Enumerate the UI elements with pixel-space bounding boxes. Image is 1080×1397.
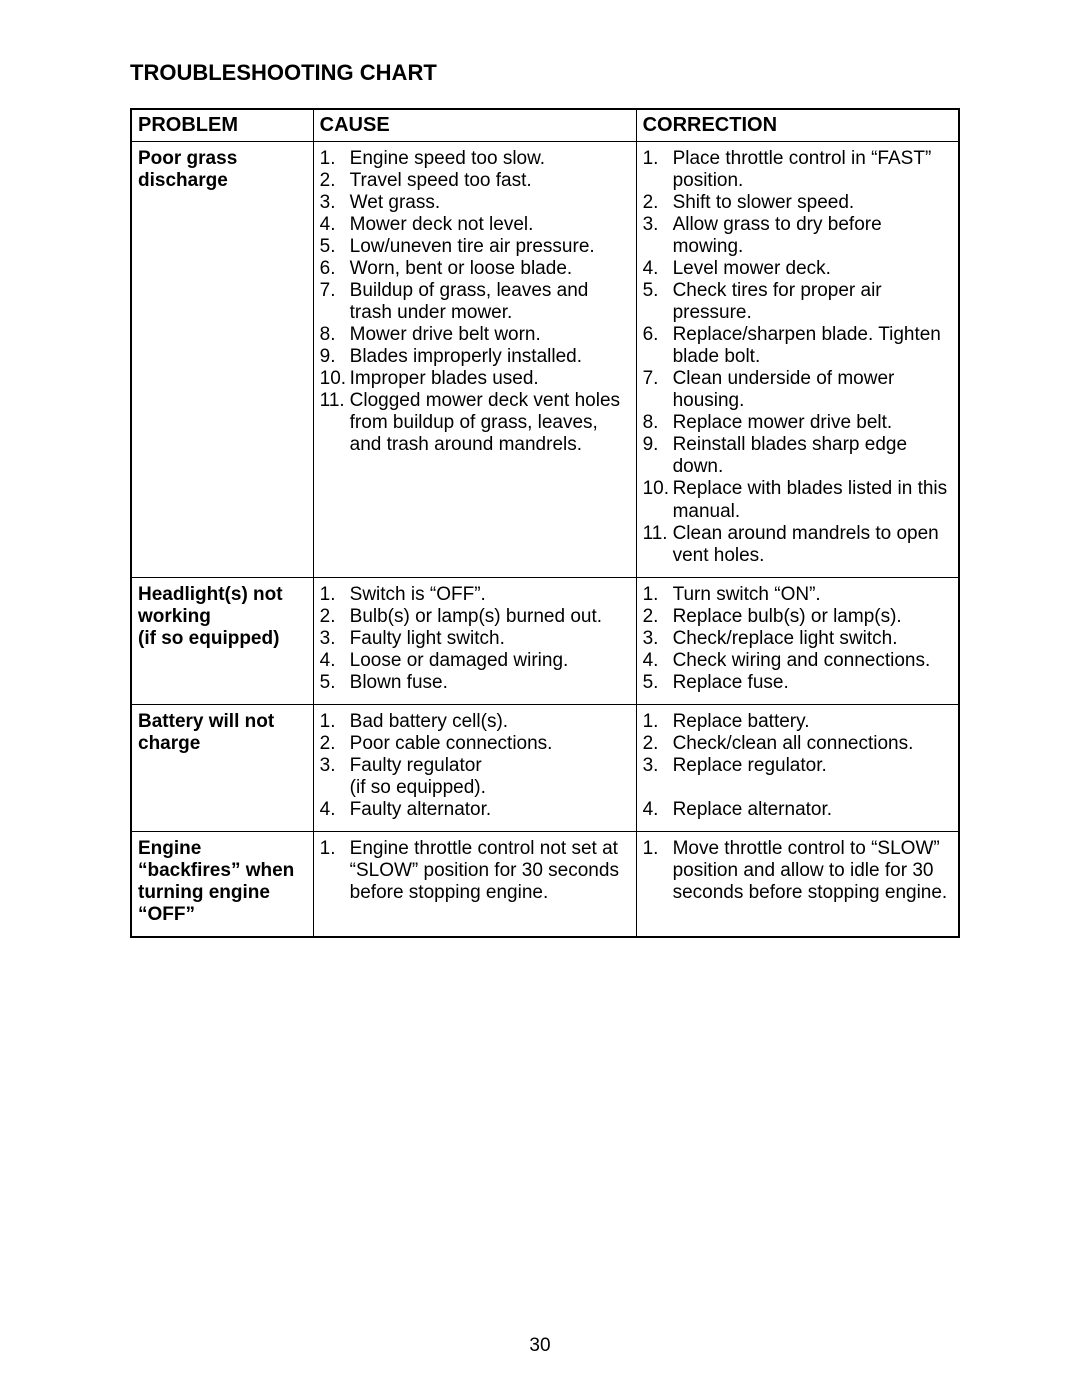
- table-row: Poor grass discharge 1.Engine speed too s…: [131, 142, 959, 578]
- col-header-cause: CAUSE: [313, 109, 636, 142]
- list-item: 5.Low/uneven tire air pressure.: [320, 236, 632, 258]
- list-item: 2.Shift to slower speed.: [643, 192, 954, 214]
- list-item: 1.Bad battery cell(s).: [320, 711, 632, 733]
- page-number: 30: [0, 1335, 1080, 1357]
- correction-cell: 1.Turn switch “ON”.2.Replace bulb(s) or …: [636, 577, 959, 704]
- list-item: 2.Replace bulb(s) or lamp(s).: [643, 606, 954, 628]
- list-item: 1.Engine throttle control not set at “SL…: [320, 838, 632, 904]
- list-item: 10.Improper blades used.: [320, 368, 632, 390]
- problem-cell: Battery will not charge: [131, 704, 313, 831]
- table-row: Headlight(s) not working(if so equipped)…: [131, 577, 959, 704]
- list-item: 3.Wet grass.: [320, 192, 632, 214]
- list-item: 2.Poor cable connections.: [320, 733, 632, 755]
- list-item: 4.Faulty alternator.: [320, 799, 632, 821]
- list-item: 3.Faulty regulator(if so equipped).: [320, 755, 632, 799]
- list-item: 3.Allow grass to dry before mowing.: [643, 214, 954, 258]
- list-item: 2.Bulb(s) or lamp(s) burned out.: [320, 606, 632, 628]
- list-item: 7.Clean underside of mower housing.: [643, 368, 954, 412]
- correction-cell: 1.Place throttle control in “FAST” posit…: [636, 142, 959, 578]
- list-item: 10.Replace with blades listed in this ma…: [643, 478, 954, 522]
- list-item: [643, 777, 954, 799]
- list-item: 9.Blades improperly installed.: [320, 346, 632, 368]
- col-header-problem: PROBLEM: [131, 109, 313, 142]
- list-item: 7.Buildup of grass, leaves and trash und…: [320, 280, 632, 324]
- list-item: 4.Level mower deck.: [643, 258, 954, 280]
- list-item: 4.Replace alternator.: [643, 799, 954, 821]
- list-item: 2.Travel speed too fast.: [320, 170, 632, 192]
- cause-cell: 1.Engine throttle control not set at “SL…: [313, 831, 636, 937]
- list-item: 1.Turn switch “ON”.: [643, 584, 954, 606]
- problem-cell: Poor grass discharge: [131, 142, 313, 578]
- troubleshooting-table: PROBLEM CAUSE CORRECTION Poor grass disc…: [130, 108, 960, 938]
- list-item: 4.Check wiring and connections.: [643, 650, 954, 672]
- problem-label: Poor grass discharge: [138, 148, 237, 191]
- cause-cell: 1.Switch is “OFF”.2.Bulb(s) or lamp(s) b…: [313, 577, 636, 704]
- list-item: 3.Replace regulator.: [643, 755, 954, 777]
- list-item: 1.Place throttle control in “FAST” posit…: [643, 148, 954, 192]
- list-item: 5.Blown fuse.: [320, 672, 632, 694]
- list-item: 4.Loose or damaged wiring.: [320, 650, 632, 672]
- cause-cell: 1.Engine speed too slow.2.Travel speed t…: [313, 142, 636, 578]
- problem-cell: Headlight(s) not working(if so equipped): [131, 577, 313, 704]
- list-item: 3.Faulty light switch.: [320, 628, 632, 650]
- list-item: 2.Check/clean all connections.: [643, 733, 954, 755]
- list-item: 1.Replace battery.: [643, 711, 954, 733]
- list-item: 4.Mower deck not level.: [320, 214, 632, 236]
- list-item: 5.Replace fuse.: [643, 672, 954, 694]
- table-row: Battery will not charge 1.Bad battery cel…: [131, 704, 959, 831]
- correction-cell: 1.Move throttle control to “SLOW” positi…: [636, 831, 959, 937]
- list-item: 11.Clean around mandrels to open vent ho…: [643, 523, 954, 567]
- list-item: 6.Worn, bent or loose blade.: [320, 258, 632, 280]
- problem-label: Headlight(s) not working(if so equipped): [138, 584, 283, 649]
- list-item: 1.Switch is “OFF”.: [320, 584, 632, 606]
- problem-label: Battery will not charge: [138, 711, 274, 754]
- list-item: 9.Reinstall blades sharp edge down.: [643, 434, 954, 478]
- cause-cell: 1.Bad battery cell(s).2.Poor cable conne…: [313, 704, 636, 831]
- list-item: 1.Move throttle control to “SLOW” positi…: [643, 838, 954, 904]
- list-item: 6.Replace/sharpen blade. Tighten blade b…: [643, 324, 954, 368]
- list-item: 5.Check tires for proper air pressure.: [643, 280, 954, 324]
- problem-label: Engine “backfires” when turning engine “…: [138, 838, 294, 925]
- correction-cell: 1.Replace battery.2.Check/clean all conn…: [636, 704, 959, 831]
- list-item: 3.Check/replace light switch.: [643, 628, 954, 650]
- list-item: 8.Replace mower drive belt.: [643, 412, 954, 434]
- page-title: TROUBLESHOOTING CHART: [130, 60, 960, 86]
- list-item: 11.Clogged mower deck vent holes from bu…: [320, 390, 632, 456]
- list-item: 1.Engine speed too slow.: [320, 148, 632, 170]
- table-row: Engine “backfires” when turning engine “…: [131, 831, 959, 937]
- col-header-correction: CORRECTION: [636, 109, 959, 142]
- problem-cell: Engine “backfires” when turning engine “…: [131, 831, 313, 937]
- list-item: 8.Mower drive belt worn.: [320, 324, 632, 346]
